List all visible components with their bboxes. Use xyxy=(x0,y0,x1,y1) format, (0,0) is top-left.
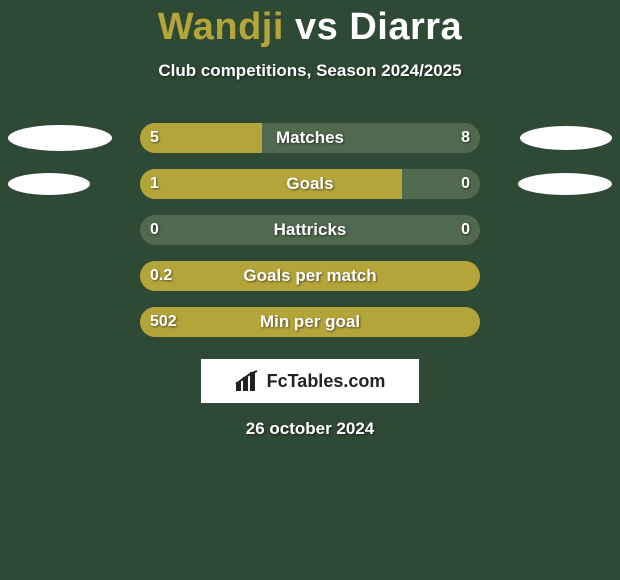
deco-ellipse-left xyxy=(8,125,112,151)
bars-icon xyxy=(235,370,261,392)
comparison-title: Wandji vs Diarra xyxy=(0,0,620,49)
player1-name: Wandji xyxy=(158,6,284,48)
stat-row: Hattricks00 xyxy=(0,215,620,245)
brand-text: FcTables.com xyxy=(267,371,386,392)
stats-rows: Matches58 Goals10 Hattricks00 Goals per mat… xyxy=(0,123,620,337)
deco-ellipse-left xyxy=(8,173,90,195)
player2-name: Diarra xyxy=(349,6,462,48)
brand-box: FcTables.com xyxy=(201,359,419,403)
stat-bar xyxy=(140,261,480,291)
date-label: 26 october 2024 xyxy=(0,419,620,439)
stat-bar-left xyxy=(140,123,262,153)
stat-bar xyxy=(140,123,480,153)
deco-ellipse-right xyxy=(520,126,612,150)
stat-bar-left xyxy=(140,169,402,199)
stat-bar xyxy=(140,169,480,199)
stat-bar-left xyxy=(140,261,480,291)
stat-bar-right xyxy=(402,169,480,199)
stat-row: Goals per match0.2 xyxy=(0,261,620,291)
stat-bar-left xyxy=(140,215,480,245)
vs-label: vs xyxy=(295,6,338,48)
stat-bar xyxy=(140,307,480,337)
stat-bar-right xyxy=(262,123,480,153)
stat-row: Min per goal502 xyxy=(0,307,620,337)
stat-row: Goals10 xyxy=(0,169,620,199)
stat-bar-left xyxy=(140,307,480,337)
stat-bar xyxy=(140,215,480,245)
deco-ellipse-right xyxy=(518,173,612,195)
stat-row: Matches58 xyxy=(0,123,620,153)
subtitle: Club competitions, Season 2024/2025 xyxy=(0,61,620,81)
